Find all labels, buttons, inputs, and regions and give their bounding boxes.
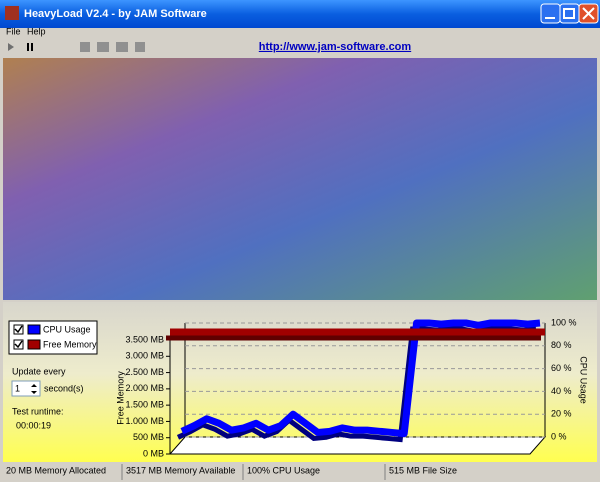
- y-tick-label: 0 MB: [143, 448, 164, 458]
- y-tick-label: 500 MB: [133, 432, 164, 442]
- series-line: [180, 319, 541, 438]
- interval-unit: second(s): [44, 383, 84, 393]
- chart-floor: [168, 436, 547, 455]
- interval-value: 1: [15, 383, 20, 393]
- maximize-button[interactable]: [559, 3, 580, 24]
- tool-button[interactable]: [116, 42, 128, 52]
- legend-swatch: [27, 324, 41, 335]
- y2-tick-label: 0 %: [551, 431, 567, 441]
- y-tick-label: 1.500 MB: [125, 400, 164, 410]
- runtime-value: 00:00:19: [16, 420, 51, 430]
- status-separators: [121, 464, 386, 480]
- memory-checkbox[interactable]: [13, 339, 24, 350]
- y2-tick-label: 80 %: [551, 340, 572, 350]
- window-title: HeavyLoad V2.4 - by JAM Software: [24, 8, 207, 20]
- y2-tick-label: 40 %: [551, 386, 572, 396]
- toolbar-icons: [80, 42, 145, 52]
- legend-swatch: [27, 339, 41, 350]
- y-tick-label: 2.000 MB: [125, 383, 164, 393]
- menu-file[interactable]: File: [6, 26, 21, 36]
- title-bar: [0, 0, 600, 28]
- minimize-button[interactable]: [540, 3, 561, 24]
- status-cpu: 100% CPU Usage: [247, 465, 320, 475]
- y2-tick-label: 60 %: [551, 363, 572, 373]
- legend-label: CPU Usage: [43, 324, 91, 334]
- chart: 0 MB 500 MB 1.000 MB 1.500 MB 2.000 MB 2.500 …: [125, 317, 576, 458]
- y2-axis-title: CPU Usage: [579, 356, 589, 404]
- y2-tick-label: 100 %: [551, 317, 577, 327]
- status-file: 515 MB File Size: [389, 465, 457, 475]
- load-art: [3, 58, 597, 300]
- update-label: Update every: [12, 366, 66, 376]
- y-axis-title: Free Memory: [115, 371, 125, 425]
- website-link[interactable]: http://www.jam-software.com: [259, 41, 412, 53]
- app-icon: [5, 6, 19, 20]
- legend-label: Free Memory: [43, 339, 97, 349]
- status-bar: [0, 462, 600, 482]
- y2-tick-label: 20 %: [551, 409, 572, 419]
- checkmarks: [14, 325, 23, 349]
- play-button[interactable]: [8, 43, 14, 51]
- y-tick-label: 1.000 MB: [125, 416, 164, 426]
- y-tick-label: 3.000 MB: [125, 351, 164, 361]
- cpu-checkbox[interactable]: [13, 324, 24, 335]
- y-tick-label: 2.500 MB: [125, 367, 164, 377]
- stop-button[interactable]: [80, 42, 90, 52]
- window-button-glyphs: [545, 7, 595, 20]
- tool-button[interactable]: [97, 42, 109, 52]
- status-allocated: 20 MB Memory Allocated: [6, 465, 106, 475]
- y-tick-label: 3.500 MB: [125, 334, 164, 344]
- tool-button[interactable]: [135, 42, 145, 52]
- legend-box: [8, 320, 98, 355]
- menu-help[interactable]: Help: [27, 26, 46, 36]
- spinner-arrows[interactable]: [31, 384, 37, 394]
- status-available: 3517 MB Memory Available: [126, 465, 235, 475]
- runtime-label: Test runtime:: [12, 406, 64, 416]
- pause-button[interactable]: [27, 43, 33, 51]
